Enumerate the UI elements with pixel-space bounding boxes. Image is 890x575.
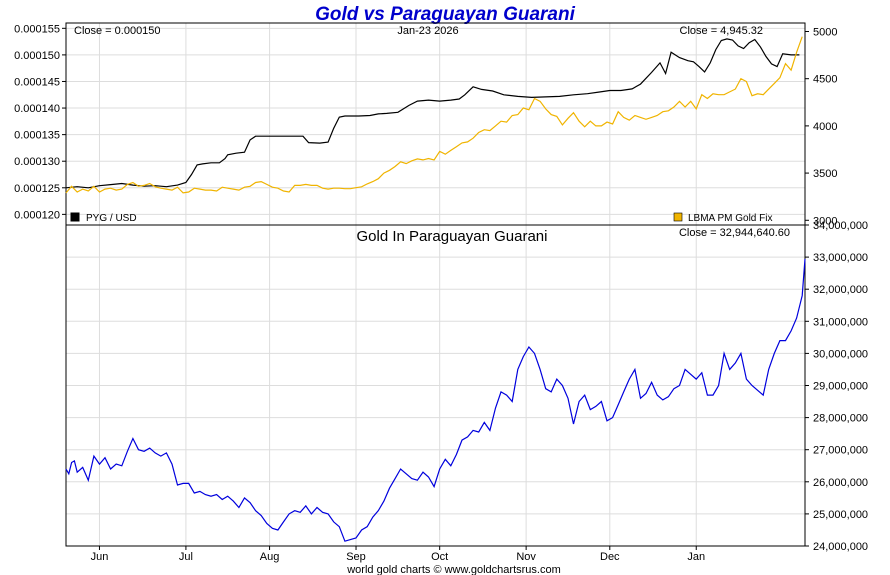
x-axis: Jun Jul Aug Sep Oct Nov Dec Jan bbox=[91, 546, 705, 563]
top-left-tick-label: 0.000130 bbox=[14, 156, 60, 168]
top-left-tick-label: 0.000150 bbox=[14, 50, 60, 62]
top-right-close-label: Close = 4,945.32 bbox=[680, 25, 763, 37]
top-left-tick-label: 0.000120 bbox=[14, 209, 60, 221]
bottom-tick-label: 29,000,000 bbox=[813, 381, 868, 393]
top-left-tick-label: 0.000135 bbox=[14, 130, 60, 142]
bottom-tick-label: 32,000,000 bbox=[813, 284, 868, 296]
bottom-tick-label: 28,000,000 bbox=[813, 413, 868, 425]
date-label: Jan-23 2026 bbox=[397, 25, 458, 37]
gold-in-pyg-series-line bbox=[65, 258, 806, 542]
x-tick-label: Jul bbox=[179, 551, 193, 563]
bottom-tick-label: 25,000,000 bbox=[813, 509, 868, 521]
top-left-tick-label: 0.000125 bbox=[14, 183, 60, 195]
legend-gold-swatch bbox=[673, 212, 683, 222]
x-tick-label: Nov bbox=[516, 551, 536, 563]
legend-pyg-swatch bbox=[70, 212, 80, 222]
pyg-usd-series-line bbox=[65, 38, 800, 189]
top-right-tick-label: 3500 bbox=[813, 168, 837, 180]
top-left-axis: 0.000120 0.000125 0.000130 0.000135 0.000140… bbox=[14, 23, 66, 221]
bottom-right-axis: 24,000,000 25,000,000 26,000,000 27,000,000… bbox=[805, 220, 868, 553]
top-left-close-label: Close = 0.000150 bbox=[74, 25, 161, 37]
bottom-tick-label: 33,000,000 bbox=[813, 252, 868, 264]
chart-title: Gold vs Paraguayan Guarani bbox=[315, 4, 575, 25]
x-tick-label: Dec bbox=[600, 551, 620, 563]
top-panel-frame bbox=[65, 22, 806, 226]
legend-pyg-label: PYG / USD bbox=[86, 213, 137, 224]
x-tick-label: Aug bbox=[260, 551, 280, 563]
top-right-axis: 3000 3500 4000 4500 5000 bbox=[805, 26, 837, 227]
top-right-tick-label: 4500 bbox=[813, 74, 837, 86]
bottom-tick-label: 34,000,000 bbox=[813, 220, 868, 232]
bottom-tick-label: 24,000,000 bbox=[813, 541, 868, 553]
bottom-tick-label: 31,000,000 bbox=[813, 316, 868, 328]
x-tick-label: Jan bbox=[687, 551, 705, 563]
top-panel: Close = 0.000150 Jan-23 2026 Close = 4,9… bbox=[14, 22, 837, 227]
bottom-chart-title: Gold In Paraguayan Guarani bbox=[357, 228, 548, 245]
bottom-tick-label: 27,000,000 bbox=[813, 445, 868, 457]
top-right-tick-label: 3000 bbox=[813, 215, 837, 227]
top-left-tick-label: 0.000140 bbox=[14, 103, 60, 115]
x-tick-label: Sep bbox=[346, 551, 366, 563]
footer-credit: world gold charts © www.goldchartsrus.co… bbox=[346, 564, 561, 575]
top-left-tick-label: 0.000145 bbox=[14, 76, 60, 88]
bottom-panel: Gold In Paraguayan Guarani Close = 32,94… bbox=[65, 220, 868, 563]
x-tick-label: Jun bbox=[91, 551, 109, 563]
bottom-tick-label: 26,000,000 bbox=[813, 477, 868, 489]
lbma-gold-series-line bbox=[65, 36, 803, 194]
top-right-tick-label: 5000 bbox=[813, 26, 837, 38]
top-grid bbox=[66, 23, 805, 225]
top-right-tick-label: 4000 bbox=[813, 121, 837, 133]
bottom-grid bbox=[66, 224, 805, 547]
x-tick-label: Oct bbox=[431, 551, 448, 563]
bottom-close-label: Close = 32,944,640.60 bbox=[679, 227, 790, 239]
bottom-tick-label: 30,000,000 bbox=[813, 348, 868, 360]
top-left-tick-label: 0.000155 bbox=[14, 23, 60, 35]
legend-gold-label: LBMA PM Gold Fix bbox=[688, 213, 772, 224]
